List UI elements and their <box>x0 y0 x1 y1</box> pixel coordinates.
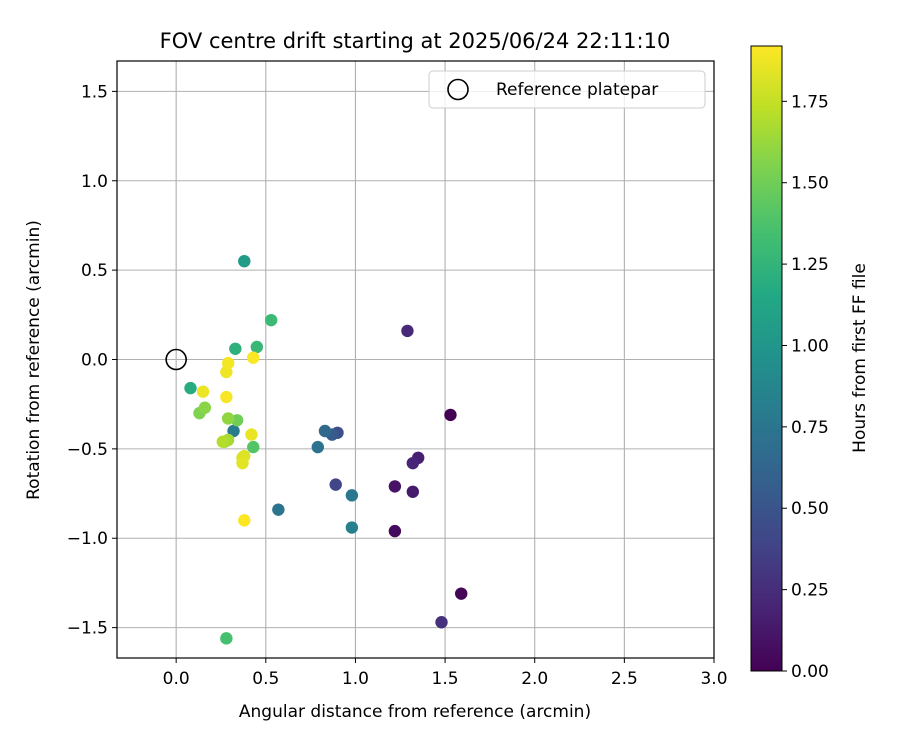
colorbar-gradient <box>750 45 783 672</box>
data-point <box>345 521 359 534</box>
y-tick-label: 0.0 <box>81 351 108 371</box>
data-point <box>388 480 402 493</box>
data-point <box>196 385 210 398</box>
colorbar-tick-label: 1.50 <box>791 174 829 194</box>
colorbar: 0.00 0.25 0.50 0.75 1.00 1.25 1.50 1.75 Hours f… <box>750 45 870 682</box>
data-point <box>221 412 235 425</box>
x-tick-label: 0.0 <box>163 669 190 689</box>
y-tick-label: 1.0 <box>81 172 108 192</box>
data-point <box>238 254 251 268</box>
data-point <box>264 313 278 327</box>
colorbar-tick-label: 0.50 <box>791 499 829 519</box>
data-point <box>388 524 402 538</box>
data-point <box>272 503 285 516</box>
y-tick-label: −1.0 <box>67 529 108 549</box>
x-tick-label: 3.0 <box>700 669 727 689</box>
data-point <box>221 356 235 370</box>
data-point <box>250 340 264 354</box>
data-point <box>345 489 359 502</box>
legend-label: Reference platepar <box>496 80 658 100</box>
chart-title: FOV centre drift starting at 2025/06/24 … <box>160 29 671 53</box>
y-axis-ticks: −1.5 −1.0 −0.5 0.0 0.5 1.0 1.5 <box>67 82 117 639</box>
colorbar-label: Hours from first FF file <box>850 263 870 453</box>
y-tick-label: −1.5 <box>67 619 108 639</box>
data-point <box>406 485 420 498</box>
data-point <box>245 428 258 441</box>
y-tick-label: −0.5 <box>67 440 108 460</box>
data-point <box>455 587 468 600</box>
data-point <box>247 440 260 454</box>
colorbar-tick-label: 1.00 <box>791 336 829 356</box>
x-axis-label: Angular distance from reference (arcmin) <box>239 702 591 722</box>
colorbar-tick-label: 0.75 <box>791 418 829 438</box>
data-point <box>444 408 457 422</box>
data-point <box>236 456 249 470</box>
colorbar-tick-label: 0.25 <box>791 581 829 601</box>
colorbar-tick-label: 0.00 <box>791 662 829 682</box>
data-point <box>220 390 233 404</box>
legend-box <box>428 70 706 109</box>
y-axis-label: Rotation from reference (arcmin) <box>24 220 44 500</box>
data-point <box>435 616 448 629</box>
data-point <box>329 478 342 491</box>
data-point <box>311 440 324 454</box>
data-point <box>247 351 260 364</box>
x-tick-label: 0.5 <box>252 669 279 689</box>
data-point <box>401 324 414 338</box>
legend-marker-icon <box>447 78 469 101</box>
data-point <box>198 401 212 414</box>
grid <box>117 61 714 658</box>
x-tick-label: 1.0 <box>342 669 369 689</box>
data-point <box>406 456 420 470</box>
data-point <box>227 424 240 438</box>
data-point <box>184 381 197 395</box>
data-point <box>220 632 233 645</box>
colorbar-tick-label: 1.75 <box>791 92 829 112</box>
colorbar-ticks: 0.00 0.25 0.50 0.75 1.00 1.25 1.50 1.75 <box>782 92 829 682</box>
x-axis-ticks: 0.0 0.5 1.0 1.5 2.0 2.5 3.0 <box>163 658 728 689</box>
x-tick-label: 2.5 <box>611 669 638 689</box>
data-point <box>229 342 242 355</box>
data-point <box>318 424 332 438</box>
data-point <box>238 514 251 527</box>
legend: Reference platepar <box>428 70 706 109</box>
x-tick-label: 1.5 <box>432 669 459 689</box>
y-tick-label: 1.5 <box>81 82 108 102</box>
data-points <box>184 254 468 645</box>
data-point <box>216 435 229 448</box>
y-tick-label: 0.5 <box>81 261 108 281</box>
x-tick-label: 2.0 <box>521 669 548 689</box>
colorbar-tick-label: 1.25 <box>791 255 829 275</box>
reference-platepar-marker <box>165 348 187 371</box>
